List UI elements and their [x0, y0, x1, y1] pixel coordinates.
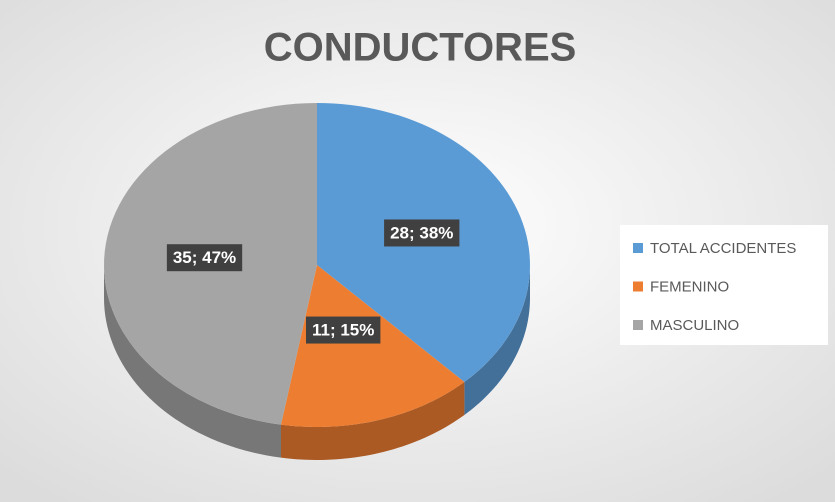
legend-box	[620, 225, 828, 345]
legend-swatch	[633, 281, 643, 292]
data-label: 35; 47%	[166, 244, 243, 272]
slice-side	[281, 381, 465, 460]
data-label-text: 11; 15%	[312, 321, 374, 340]
data-label-bg	[306, 316, 381, 344]
slice-side	[104, 265, 282, 458]
data-label-bg	[166, 244, 243, 272]
data-label-bg	[384, 219, 460, 247]
data-label-text: 28; 38%	[390, 223, 453, 242]
legend-swatch	[633, 243, 643, 253]
data-label: 11; 15%	[306, 316, 381, 344]
legend-label: FEMENINO	[650, 278, 729, 295]
legend-label: MASCULINO	[650, 317, 739, 334]
slice-side	[464, 265, 530, 415]
data-label: 28; 38%	[384, 219, 460, 247]
legend-label: TOTAL ACCIDENTES	[650, 240, 796, 257]
data-label-text: 35; 47%	[173, 248, 236, 267]
legend-swatch	[633, 320, 643, 330]
chart-title: CONDUCTORES	[264, 26, 577, 70]
slice	[281, 265, 465, 427]
